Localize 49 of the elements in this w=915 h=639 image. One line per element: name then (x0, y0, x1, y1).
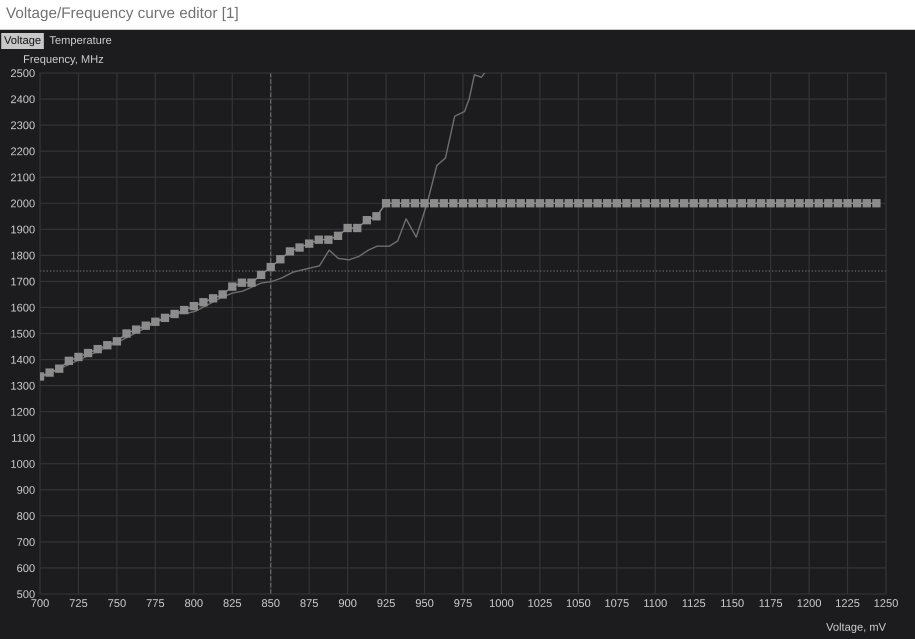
y-tick-label: 1300 (11, 382, 35, 390)
y-tick-label: 1500 (11, 330, 35, 338)
x-tick-label: 1150 (721, 599, 744, 608)
y-tick-label: 1400 (11, 356, 35, 364)
x-tick-label: 825 (223, 599, 242, 608)
x-tick-label: 775 (146, 599, 164, 608)
x-tick-label: 975 (454, 599, 472, 608)
y-tick-label: 500 (17, 590, 35, 598)
y-tick-label: 800 (17, 512, 35, 520)
x-tick-label: 1000 (490, 599, 514, 608)
x-tick-label: 900 (338, 599, 356, 608)
x-tick-label: 950 (416, 599, 434, 608)
x-tick-label: 1075 (605, 599, 629, 608)
x-tick-label: 800 (185, 599, 203, 608)
y-tick-label: 1000 (11, 460, 35, 468)
y-tick-label: 2300 (10, 121, 35, 130)
x-tick-label: 850 (262, 599, 280, 608)
x-tick-label: 1125 (682, 599, 706, 608)
x-tick-label: 725 (70, 599, 88, 608)
y-tick-label: 600 (17, 564, 35, 572)
y-tick-label: 2200 (10, 147, 35, 156)
y-tick-label: 700 (17, 538, 35, 546)
x-tick-label: 1025 (528, 599, 552, 608)
text: Temperature (50, 36, 112, 46)
x-tick-label: 1200 (798, 599, 822, 608)
y-tick-label: 2100 (10, 173, 35, 182)
x-tick-label: 1050 (566, 599, 590, 608)
y-tick-label: 900 (17, 486, 35, 494)
chart-title: Voltage/Frequency curve editor [1] (6, 6, 238, 22)
y-tick-label: 2500 (10, 69, 35, 78)
x-axis-title: Voltage, mV (826, 622, 886, 634)
y-tick-label: 1600 (11, 304, 35, 312)
text: Voltage (4, 36, 41, 46)
y-tick-label: 1900 (11, 226, 35, 234)
x-tick-label: 1175 (760, 599, 782, 608)
y-axis-title: Frequency, MHz (24, 55, 104, 66)
x-tick-label: 750 (108, 599, 126, 608)
y-tick-label: 1800 (11, 252, 35, 260)
x-tick-label: 1250 (874, 599, 898, 608)
y-tick-label: 2400 (10, 95, 35, 104)
y-tick-label: 1700 (11, 278, 35, 286)
x-tick-label: 925 (377, 599, 395, 608)
y-tick-label: 1200 (11, 408, 35, 416)
x-tick-label: 1100 (644, 599, 667, 608)
y-tick-label: 2000 (10, 200, 35, 208)
x-tick-label: 700 (31, 599, 49, 608)
x-tick-label: 1225 (836, 599, 860, 608)
y-tick-label: 1100 (12, 434, 35, 442)
x-tick-label: 875 (300, 599, 318, 608)
